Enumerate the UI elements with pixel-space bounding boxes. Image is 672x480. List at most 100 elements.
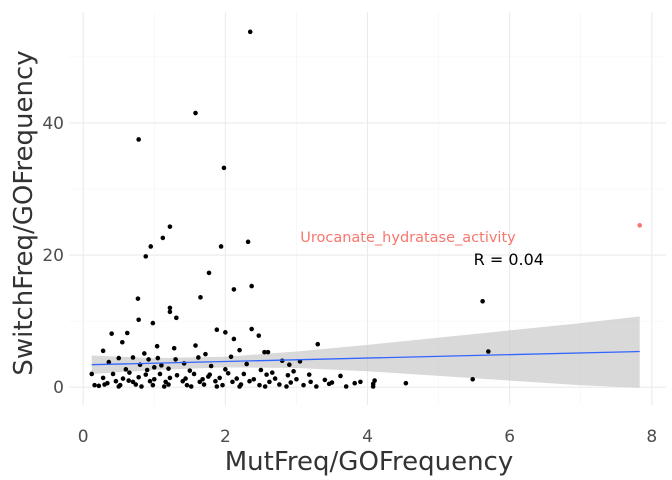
data-point bbox=[206, 270, 212, 276]
data-point bbox=[157, 371, 163, 377]
tick-labels: 0 2 4 6 8 0 20 40 bbox=[42, 114, 657, 447]
data-point bbox=[120, 339, 125, 345]
data-point bbox=[142, 351, 147, 356]
fit-line-layer bbox=[91, 350, 640, 366]
data-point bbox=[105, 380, 110, 386]
data-point bbox=[171, 345, 177, 351]
data-point bbox=[470, 376, 475, 382]
data-point bbox=[166, 382, 171, 387]
data-point bbox=[214, 384, 220, 389]
data-point bbox=[214, 327, 220, 333]
data-point bbox=[241, 371, 247, 377]
points-layer bbox=[89, 29, 643, 389]
correlation-annotation: R = 0.04 bbox=[474, 250, 544, 269]
data-point bbox=[262, 384, 268, 389]
data-point bbox=[265, 349, 271, 355]
data-point bbox=[100, 375, 106, 381]
data-point bbox=[136, 317, 141, 323]
data-point bbox=[256, 333, 262, 338]
data-point bbox=[358, 379, 363, 385]
y-tick-label: 40 bbox=[42, 114, 64, 134]
data-point bbox=[167, 305, 173, 311]
data-point bbox=[486, 349, 491, 354]
data-point bbox=[109, 331, 114, 336]
data-point bbox=[370, 384, 376, 389]
data-point bbox=[110, 371, 116, 377]
data-point bbox=[338, 373, 343, 379]
y-tick-label: 20 bbox=[42, 246, 64, 266]
data-point bbox=[322, 377, 328, 383]
data-point bbox=[306, 372, 312, 377]
data-point bbox=[294, 376, 299, 382]
data-point bbox=[203, 351, 208, 357]
data-point bbox=[291, 369, 296, 374]
data-point bbox=[136, 137, 141, 142]
data-point bbox=[146, 357, 151, 362]
x-tick-label: 0 bbox=[78, 427, 89, 447]
data-point bbox=[130, 355, 136, 360]
data-point bbox=[187, 368, 193, 373]
data-point bbox=[148, 244, 154, 249]
data-point bbox=[247, 29, 253, 35]
data-point bbox=[272, 376, 278, 381]
data-point bbox=[251, 376, 257, 382]
data-point bbox=[197, 379, 203, 385]
data-point bbox=[174, 315, 179, 321]
x-tick-label: 4 bbox=[362, 427, 373, 447]
data-point bbox=[100, 348, 106, 354]
data-point bbox=[217, 375, 222, 381]
labels-layer: Urocanate_hydratase_activity R = 0.04 bbox=[300, 230, 544, 269]
data-point bbox=[160, 235, 166, 241]
data-point bbox=[136, 374, 141, 380]
data-point bbox=[173, 357, 178, 362]
data-point bbox=[143, 254, 149, 259]
data-point bbox=[284, 384, 289, 389]
regression-line bbox=[91, 350, 640, 366]
y-tick-label: 0 bbox=[53, 378, 64, 398]
data-point bbox=[124, 330, 130, 336]
data-point bbox=[159, 363, 164, 368]
data-point bbox=[154, 343, 160, 349]
data-point bbox=[258, 367, 264, 373]
data-point bbox=[181, 361, 187, 366]
data-point bbox=[126, 378, 131, 383]
data-point bbox=[213, 378, 218, 384]
data-point bbox=[188, 384, 194, 389]
data-point bbox=[150, 320, 156, 326]
data-point bbox=[174, 372, 180, 378]
data-point bbox=[206, 374, 211, 379]
data-point bbox=[191, 371, 197, 377]
data-point bbox=[264, 372, 269, 377]
data-point bbox=[218, 244, 224, 249]
data-point bbox=[262, 349, 267, 355]
data-point bbox=[167, 375, 173, 381]
data-point bbox=[372, 378, 377, 383]
confidence-band-layer bbox=[91, 316, 640, 388]
data-point bbox=[96, 383, 102, 389]
data-point bbox=[184, 382, 190, 388]
data-point bbox=[308, 379, 313, 385]
data-point bbox=[249, 326, 254, 332]
data-point bbox=[116, 384, 122, 389]
data-point bbox=[326, 381, 332, 387]
data-point bbox=[113, 378, 119, 384]
data-point bbox=[314, 384, 319, 389]
data-point bbox=[237, 347, 242, 353]
data-point bbox=[167, 224, 173, 229]
data-point bbox=[150, 382, 156, 388]
data-point bbox=[234, 376, 240, 381]
data-point bbox=[285, 372, 291, 378]
data-point bbox=[161, 384, 167, 389]
data-point bbox=[288, 380, 294, 385]
data-point bbox=[139, 384, 144, 389]
data-point bbox=[166, 366, 171, 371]
data-point bbox=[343, 384, 349, 389]
data-point bbox=[92, 382, 97, 388]
data-point bbox=[208, 363, 214, 369]
data-point bbox=[180, 378, 186, 384]
x-axis-title: MutFreq/GOFrequency bbox=[225, 447, 513, 477]
data-point bbox=[315, 341, 321, 347]
data-point bbox=[244, 361, 249, 367]
data-point bbox=[287, 362, 292, 368]
